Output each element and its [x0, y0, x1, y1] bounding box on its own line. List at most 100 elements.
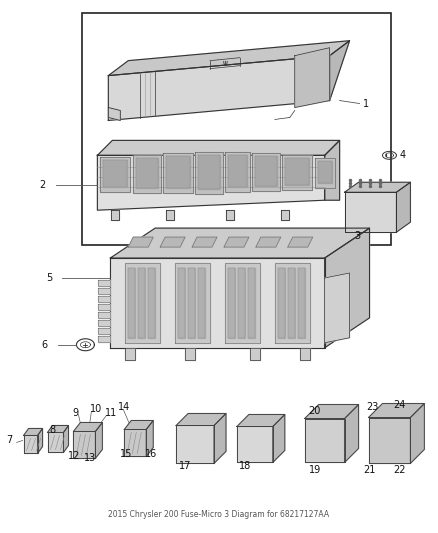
- Polygon shape: [97, 155, 325, 210]
- Polygon shape: [176, 425, 214, 463]
- Polygon shape: [48, 432, 64, 453]
- Polygon shape: [175, 263, 210, 343]
- Polygon shape: [237, 426, 273, 462]
- Polygon shape: [95, 423, 102, 458]
- Text: 11: 11: [106, 408, 118, 417]
- Polygon shape: [74, 423, 102, 432]
- Polygon shape: [99, 288, 110, 294]
- Polygon shape: [325, 228, 370, 348]
- Polygon shape: [248, 268, 255, 338]
- Text: 20: 20: [308, 406, 321, 416]
- Polygon shape: [273, 415, 285, 462]
- Polygon shape: [188, 268, 195, 338]
- Polygon shape: [345, 192, 396, 232]
- Polygon shape: [314, 158, 335, 188]
- Polygon shape: [38, 429, 42, 454]
- Polygon shape: [178, 268, 185, 338]
- Polygon shape: [228, 155, 247, 187]
- Polygon shape: [226, 210, 234, 220]
- Text: 1: 1: [363, 99, 369, 109]
- Polygon shape: [136, 158, 158, 188]
- Polygon shape: [198, 155, 220, 189]
- Polygon shape: [228, 268, 235, 338]
- Polygon shape: [99, 312, 110, 318]
- Polygon shape: [108, 55, 330, 120]
- Polygon shape: [368, 403, 424, 417]
- Polygon shape: [305, 405, 359, 418]
- Text: 15: 15: [120, 449, 133, 459]
- Polygon shape: [318, 161, 332, 183]
- Text: 5: 5: [46, 273, 53, 283]
- Polygon shape: [285, 158, 309, 185]
- Text: 4: 4: [399, 150, 406, 160]
- Polygon shape: [237, 415, 285, 426]
- Polygon shape: [138, 268, 145, 338]
- Text: 19: 19: [308, 465, 321, 475]
- Polygon shape: [192, 237, 217, 247]
- Polygon shape: [288, 237, 313, 247]
- Polygon shape: [198, 268, 205, 338]
- Text: 8: 8: [49, 425, 56, 435]
- Polygon shape: [238, 268, 245, 338]
- Text: 22: 22: [393, 465, 406, 475]
- Polygon shape: [224, 237, 249, 247]
- Polygon shape: [305, 418, 345, 462]
- Polygon shape: [166, 156, 190, 188]
- Polygon shape: [110, 258, 325, 348]
- Polygon shape: [64, 425, 68, 453]
- Bar: [82, 13, 392, 245]
- Polygon shape: [214, 414, 226, 463]
- Polygon shape: [97, 140, 339, 155]
- Polygon shape: [176, 414, 226, 425]
- Polygon shape: [225, 152, 250, 192]
- Polygon shape: [99, 328, 110, 334]
- Polygon shape: [99, 296, 110, 302]
- Polygon shape: [396, 182, 410, 232]
- Polygon shape: [368, 417, 410, 463]
- Polygon shape: [99, 336, 110, 342]
- Polygon shape: [99, 304, 110, 310]
- Text: 17: 17: [179, 462, 191, 471]
- Text: 14: 14: [118, 401, 131, 411]
- Text: 16: 16: [145, 449, 158, 459]
- Text: 6: 6: [42, 340, 48, 350]
- Polygon shape: [99, 320, 110, 326]
- Polygon shape: [410, 403, 424, 463]
- Polygon shape: [225, 263, 260, 343]
- Polygon shape: [48, 425, 68, 432]
- Polygon shape: [298, 268, 305, 338]
- Polygon shape: [163, 154, 193, 193]
- Text: 10: 10: [90, 403, 102, 414]
- Polygon shape: [281, 210, 289, 220]
- Polygon shape: [133, 155, 161, 193]
- Polygon shape: [288, 268, 295, 338]
- Polygon shape: [148, 268, 155, 338]
- Polygon shape: [100, 157, 130, 192]
- Polygon shape: [255, 156, 277, 186]
- Polygon shape: [282, 155, 312, 190]
- Polygon shape: [24, 429, 42, 435]
- Polygon shape: [256, 237, 281, 247]
- Text: 24: 24: [393, 400, 406, 409]
- Polygon shape: [146, 421, 153, 456]
- Polygon shape: [325, 140, 339, 200]
- Polygon shape: [195, 152, 223, 194]
- Polygon shape: [108, 108, 120, 120]
- Polygon shape: [124, 430, 146, 456]
- Polygon shape: [103, 160, 127, 187]
- Polygon shape: [128, 237, 153, 247]
- Text: 23: 23: [366, 401, 379, 411]
- Text: 18: 18: [239, 462, 251, 471]
- Polygon shape: [275, 263, 310, 343]
- Polygon shape: [252, 154, 280, 191]
- Polygon shape: [250, 348, 260, 360]
- Polygon shape: [108, 41, 350, 76]
- Text: 2: 2: [39, 180, 46, 190]
- Polygon shape: [345, 182, 410, 192]
- Polygon shape: [300, 348, 310, 360]
- Polygon shape: [128, 268, 135, 338]
- Text: 3: 3: [355, 231, 361, 241]
- Polygon shape: [295, 47, 330, 108]
- Polygon shape: [99, 280, 110, 286]
- Text: 9: 9: [72, 408, 78, 417]
